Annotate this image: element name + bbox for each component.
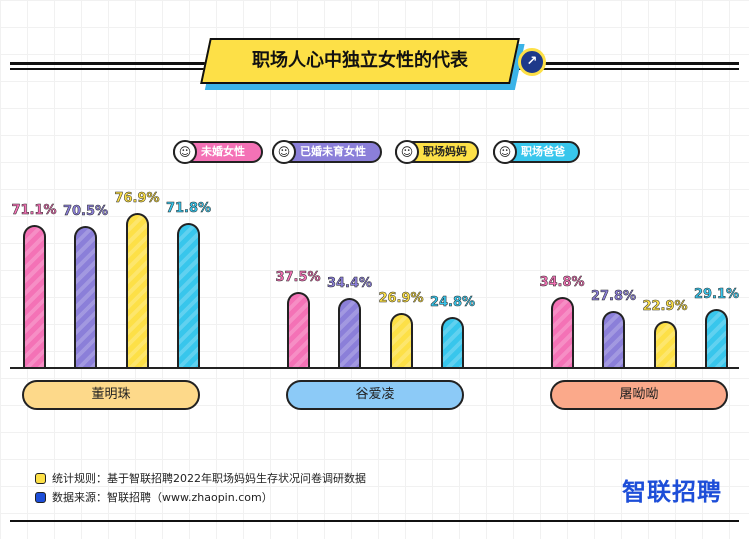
bar: [74, 226, 97, 367]
value-label: 76.9%: [114, 191, 160, 207]
bar: [125, 213, 149, 367]
baseline: [10, 367, 739, 369]
bar: [441, 317, 464, 367]
note-source-text: 数据来源：智联招聘（www.zhaopin.com）: [52, 491, 273, 504]
bar: [550, 297, 574, 367]
bar: [653, 321, 677, 367]
value-label: 26.9%: [378, 291, 424, 307]
note-rule: 统计规则：基于智联招聘2022年职场妈妈生存状况问卷调研数据: [35, 470, 366, 486]
bar: [389, 313, 413, 367]
note-source: 数据来源：智联招聘（www.zhaopin.com）: [35, 489, 273, 505]
bar: [602, 311, 625, 367]
value-label: 34.8%: [539, 275, 585, 291]
blue-square-icon: [35, 492, 46, 503]
legend-label: 未婚女性: [201, 145, 245, 158]
legend-label: 已婚未育女性: [300, 145, 366, 158]
value-label: 71.1%: [11, 202, 57, 219]
avatar-icon: ☺: [272, 140, 296, 164]
value-label: 70.5%: [62, 204, 109, 220]
value-label: 37.5%: [275, 270, 321, 286]
value-label: 71.8%: [165, 201, 212, 217]
category-label: 谷爱凌: [286, 380, 464, 410]
value-label: 29.1%: [693, 286, 740, 303]
note-rule-text: 统计规则：基于智联招聘2022年职场妈妈生存状况问卷调研数据: [52, 472, 366, 485]
legend-item: ☺ 职场妈妈: [395, 140, 479, 164]
bar: [338, 298, 361, 367]
bar: [286, 292, 310, 367]
logo: 智联招聘: [622, 478, 722, 506]
legend-item: ☺ 职场爸爸: [493, 140, 580, 164]
value-label: 22.9%: [642, 299, 688, 315]
legend-label: 职场妈妈: [423, 145, 467, 158]
title-banner: 职场人心中独立女性的代表: [200, 38, 520, 84]
category-label: 董明珠: [22, 380, 200, 410]
bar: [177, 223, 200, 367]
value-label: 24.8%: [429, 295, 476, 311]
bar: [22, 224, 46, 367]
legend-label: 职场爸爸: [521, 145, 565, 158]
compass-icon: ↗: [518, 48, 546, 76]
avatar-icon: ☺: [493, 140, 517, 164]
value-label: 27.8%: [590, 289, 637, 305]
avatar-icon: ☺: [173, 140, 197, 164]
avatar-icon: ☺: [395, 140, 419, 164]
category-label: 屠呦呦: [550, 380, 728, 410]
yellow-square-icon: [35, 473, 46, 484]
legend-item: ☺ 已婚未育女性: [272, 140, 382, 164]
legend-item: ☺ 未婚女性: [173, 140, 263, 164]
footer-line: [10, 520, 739, 522]
chart-title: 职场人心中独立女性的代表: [252, 50, 468, 71]
bar: [705, 308, 728, 367]
value-label: 34.4%: [326, 276, 373, 292]
